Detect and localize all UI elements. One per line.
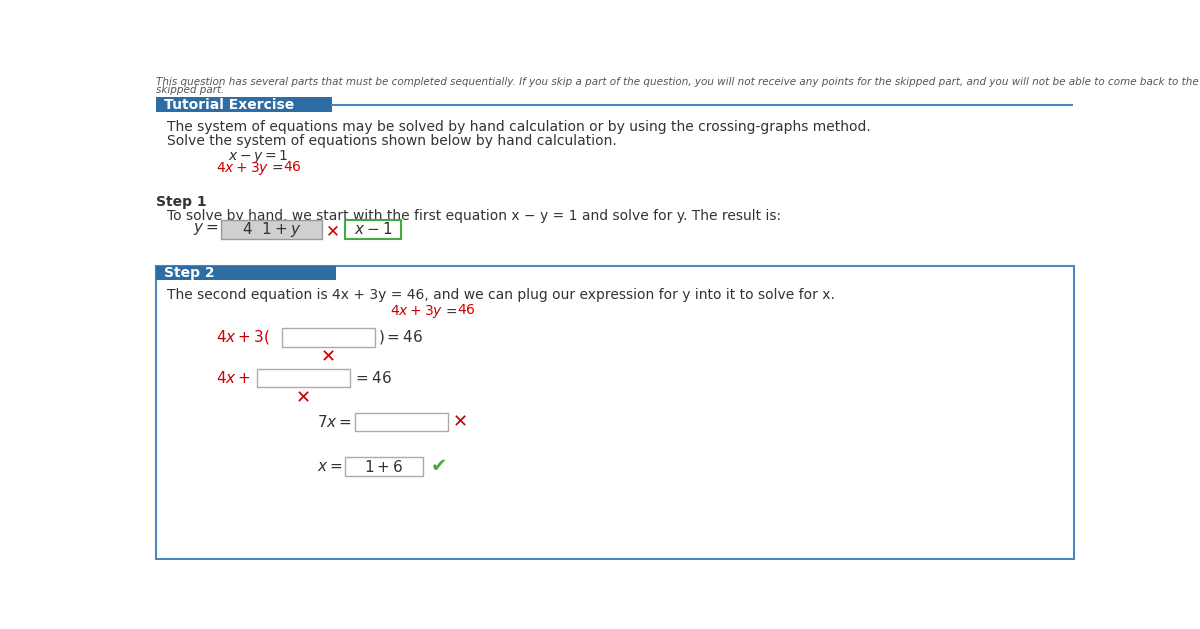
Text: The second equation is 4x + 3y = 46, and we can plug our expression for y into i: The second equation is 4x + 3y = 46, and…	[167, 288, 835, 302]
FancyBboxPatch shape	[156, 267, 336, 281]
Text: $4\ \ 1 + y$: $4\ \ 1 + y$	[242, 220, 301, 239]
Text: ✕: ✕	[454, 413, 468, 431]
Text: $x - 1$: $x - 1$	[354, 221, 392, 238]
Text: This question has several parts that must be completed sequentially. If you skip: This question has several parts that mus…	[156, 77, 1199, 87]
FancyBboxPatch shape	[355, 413, 449, 431]
Text: Tutorial Exercise: Tutorial Exercise	[164, 97, 294, 112]
FancyBboxPatch shape	[156, 97, 332, 113]
Text: $4x +$: $4x +$	[216, 370, 251, 386]
Text: $4x + 3y$: $4x + 3y$	[216, 160, 269, 177]
FancyBboxPatch shape	[156, 267, 1074, 559]
FancyBboxPatch shape	[257, 369, 350, 387]
Text: The system of equations may be solved by hand calculation or by using the crossi: The system of equations may be solved by…	[167, 120, 871, 134]
Text: To solve by hand, we start with the first equation x − y = 1 and solve for y. Th: To solve by hand, we start with the firs…	[167, 209, 781, 223]
Text: $) = 46$: $) = 46$	[378, 328, 422, 347]
Text: Step 1: Step 1	[156, 195, 206, 209]
Text: $7x =$: $7x =$	[317, 414, 352, 430]
Text: $1 + 6$: $1 + 6$	[365, 459, 403, 475]
Text: Step 2: Step 2	[164, 266, 215, 281]
Text: $y = $: $y = $	[193, 221, 218, 238]
Text: skipped part.: skipped part.	[156, 86, 224, 96]
Text: $4x + 3($: $4x + 3($	[216, 328, 270, 347]
Text: $=$: $=$	[269, 160, 283, 174]
FancyBboxPatch shape	[221, 220, 322, 239]
Text: ✔: ✔	[431, 457, 446, 476]
Text: ✕: ✕	[320, 348, 336, 366]
Text: ✕: ✕	[296, 389, 311, 407]
Text: $x - y = 1$: $x - y = 1$	[228, 148, 288, 165]
Text: ✕: ✕	[326, 222, 340, 240]
Text: $x =$: $x =$	[317, 459, 342, 474]
FancyBboxPatch shape	[346, 220, 401, 239]
Text: $= 46$: $= 46$	[353, 370, 392, 386]
Text: $46$: $46$	[282, 160, 301, 174]
Text: $=$: $=$	[443, 303, 457, 318]
Text: Solve the system of equations shown below by hand calculation.: Solve the system of equations shown belo…	[167, 134, 617, 148]
FancyBboxPatch shape	[282, 328, 374, 347]
Text: $46$: $46$	[457, 303, 475, 318]
Text: $4x + 3y$: $4x + 3y$	[390, 303, 444, 320]
FancyBboxPatch shape	[346, 457, 422, 476]
